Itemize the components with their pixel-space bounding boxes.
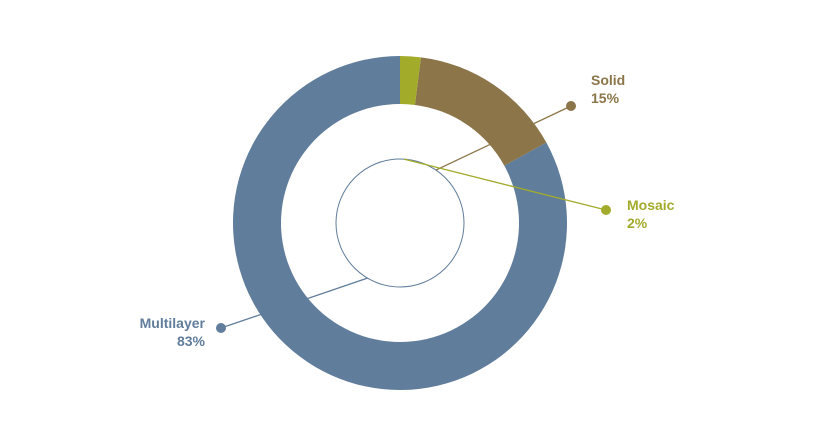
inner-reference-circle (335, 158, 465, 288)
slice-solid (414, 57, 547, 166)
label-solid: Solid (591, 72, 625, 88)
leader-line-mosaic (403, 158, 607, 211)
leader-dot-multilayer (216, 323, 226, 333)
leader-line-solid (435, 105, 572, 171)
chart-slices (233, 56, 568, 390)
label-mosaic: Mosaic (627, 197, 675, 213)
leader-line-multilayer (220, 277, 368, 329)
leader-lines (216, 101, 611, 333)
label-multilayer: Multilayer (140, 315, 206, 331)
value-label-multilayer: 83% (177, 333, 206, 349)
value-label-solid: 15% (591, 90, 620, 106)
leader-dot-solid (566, 101, 576, 111)
leader-dot-mosaic (601, 205, 611, 215)
slice-mosaic (400, 56, 421, 105)
value-label-mosaic: 2% (627, 215, 648, 231)
slice-labels: Multilayer 83% Solid 15% Mosaic 2% (140, 72, 675, 349)
